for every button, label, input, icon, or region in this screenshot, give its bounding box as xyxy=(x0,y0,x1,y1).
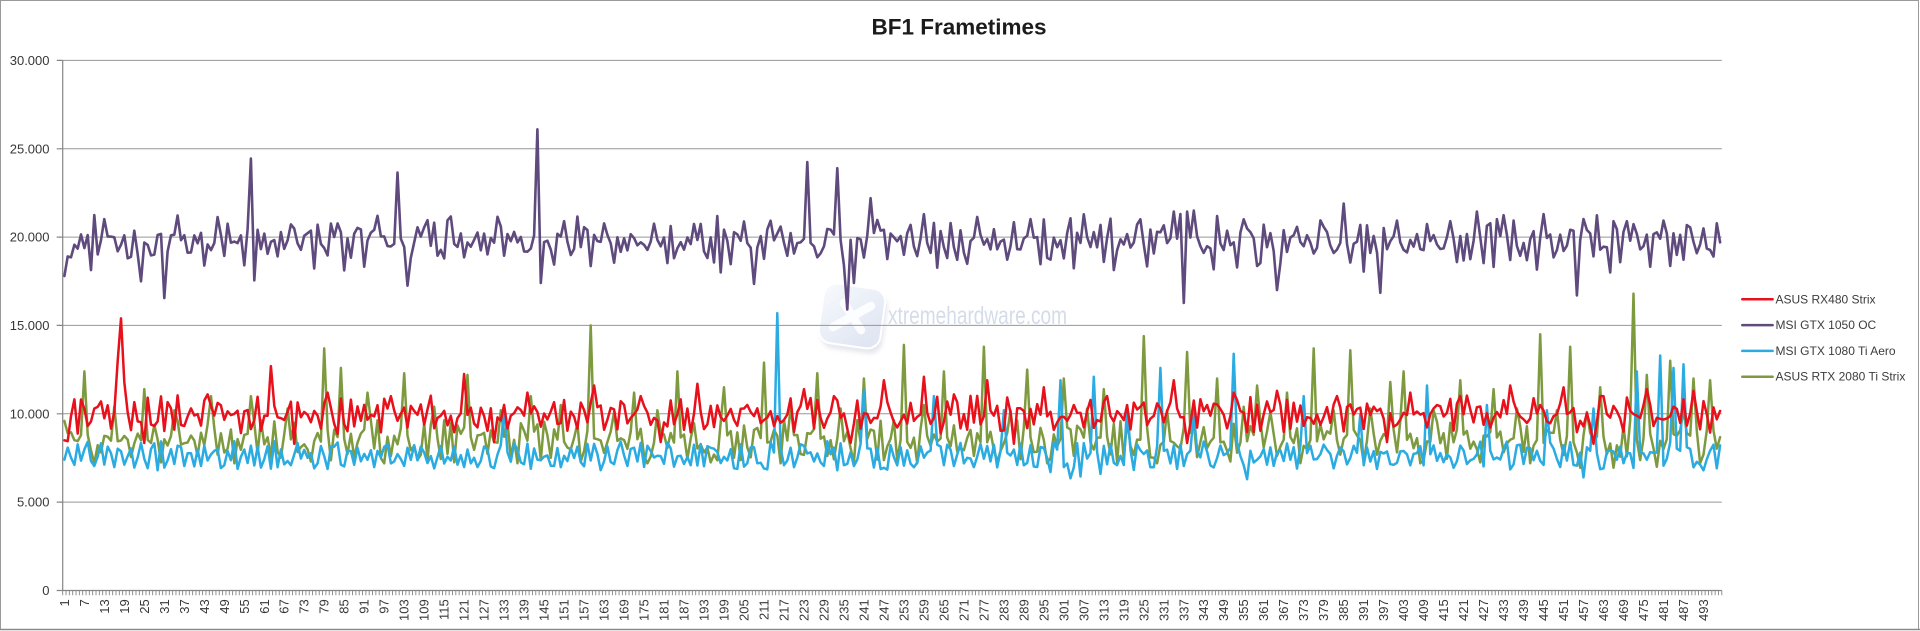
svg-text:343: 343 xyxy=(1196,599,1211,621)
svg-text:271: 271 xyxy=(956,599,971,621)
svg-text:139: 139 xyxy=(517,599,532,621)
svg-text:ASUS RX480 Strix: ASUS RX480 Strix xyxy=(1776,292,1876,306)
svg-text:25.000: 25.000 xyxy=(10,141,50,156)
svg-text:115: 115 xyxy=(437,599,452,620)
svg-text:145: 145 xyxy=(537,599,552,621)
svg-text:331: 331 xyxy=(1156,599,1171,621)
svg-text:30.000: 30.000 xyxy=(10,53,50,68)
svg-text:415: 415 xyxy=(1436,599,1451,621)
svg-text:31: 31 xyxy=(157,599,172,613)
svg-text:15.000: 15.000 xyxy=(10,318,50,333)
svg-text:85: 85 xyxy=(337,599,352,613)
svg-text:439: 439 xyxy=(1516,599,1531,621)
svg-text:247: 247 xyxy=(876,599,891,621)
svg-text:373: 373 xyxy=(1296,599,1311,621)
svg-text:49: 49 xyxy=(217,599,232,613)
svg-text:475: 475 xyxy=(1636,599,1651,621)
svg-text:193: 193 xyxy=(697,599,712,621)
svg-text:25: 25 xyxy=(137,599,152,613)
svg-text:0: 0 xyxy=(42,583,49,598)
svg-text:421: 421 xyxy=(1456,599,1471,621)
svg-text:391: 391 xyxy=(1356,599,1371,621)
svg-text:MSI GTX 1080 Ti Aero: MSI GTX 1080 Ti Aero xyxy=(1776,344,1896,358)
svg-text:103: 103 xyxy=(397,599,412,621)
svg-text:481: 481 xyxy=(1656,599,1671,621)
svg-text:151: 151 xyxy=(557,599,572,621)
svg-text:307: 307 xyxy=(1076,599,1091,621)
svg-text:367: 367 xyxy=(1276,599,1291,621)
svg-text:211: 211 xyxy=(757,599,772,620)
svg-text:361: 361 xyxy=(1256,599,1271,621)
svg-text:10.000: 10.000 xyxy=(10,406,50,421)
svg-text:337: 337 xyxy=(1176,599,1191,621)
svg-text:MSI GTX 1050 OC: MSI GTX 1050 OC xyxy=(1776,318,1877,332)
svg-text:493: 493 xyxy=(1696,599,1711,621)
svg-text:445: 445 xyxy=(1536,599,1551,621)
svg-text:487: 487 xyxy=(1676,599,1691,621)
svg-text:199: 199 xyxy=(717,599,732,621)
svg-text:187: 187 xyxy=(677,599,692,621)
svg-text:283: 283 xyxy=(996,599,1011,621)
svg-text:451: 451 xyxy=(1556,599,1571,621)
svg-text:313: 313 xyxy=(1096,599,1111,621)
svg-text:253: 253 xyxy=(896,599,911,621)
svg-text:289: 289 xyxy=(1016,599,1031,621)
svg-text:259: 259 xyxy=(916,599,931,621)
svg-text:277: 277 xyxy=(976,599,991,621)
svg-text:175: 175 xyxy=(637,599,652,621)
svg-text:55: 55 xyxy=(237,599,252,613)
svg-text:325: 325 xyxy=(1136,599,1151,621)
svg-text:20.000: 20.000 xyxy=(10,230,50,245)
svg-text:ASUS RTX 2080 Ti Strix: ASUS RTX 2080 Ti Strix xyxy=(1776,370,1906,384)
svg-text:157: 157 xyxy=(577,599,592,621)
svg-text:133: 133 xyxy=(497,599,512,621)
svg-text:265: 265 xyxy=(936,599,951,621)
svg-text:127: 127 xyxy=(477,599,492,621)
svg-text:121: 121 xyxy=(457,599,472,621)
svg-text:355: 355 xyxy=(1236,599,1251,621)
svg-text:5.000: 5.000 xyxy=(17,495,50,510)
svg-text:463: 463 xyxy=(1596,599,1611,621)
svg-text:457: 457 xyxy=(1576,599,1591,621)
svg-text:301: 301 xyxy=(1056,599,1071,621)
svg-text:91: 91 xyxy=(357,599,372,613)
svg-text:BF1 Frametimes: BF1 Frametimes xyxy=(871,15,1046,40)
svg-text:241: 241 xyxy=(856,599,871,621)
svg-text:43: 43 xyxy=(197,599,212,613)
svg-text:433: 433 xyxy=(1496,599,1511,621)
svg-text:181: 181 xyxy=(657,599,672,621)
svg-text:385: 385 xyxy=(1336,599,1351,621)
svg-text:61: 61 xyxy=(257,599,272,613)
svg-text:217: 217 xyxy=(777,599,792,621)
svg-text:379: 379 xyxy=(1316,599,1331,621)
svg-text:79: 79 xyxy=(317,599,332,613)
svg-text:349: 349 xyxy=(1216,599,1231,621)
svg-text:235: 235 xyxy=(836,599,851,621)
svg-text:469: 469 xyxy=(1616,599,1631,621)
svg-text:7: 7 xyxy=(77,599,92,606)
svg-text:19: 19 xyxy=(117,599,132,613)
svg-text:37: 37 xyxy=(177,599,192,613)
svg-text:403: 403 xyxy=(1396,599,1411,621)
svg-text:319: 319 xyxy=(1116,599,1131,621)
svg-text:229: 229 xyxy=(817,599,832,621)
svg-text:409: 409 xyxy=(1416,599,1431,621)
svg-text:109: 109 xyxy=(417,599,432,621)
svg-text:13: 13 xyxy=(97,599,112,613)
svg-text:205: 205 xyxy=(737,599,752,621)
svg-text:1: 1 xyxy=(57,599,72,606)
svg-text:427: 427 xyxy=(1476,599,1491,621)
svg-text:397: 397 xyxy=(1376,599,1391,621)
svg-text:97: 97 xyxy=(377,599,392,613)
svg-text:73: 73 xyxy=(297,599,312,613)
svg-text:163: 163 xyxy=(597,599,612,621)
svg-text:295: 295 xyxy=(1036,599,1051,621)
svg-text:67: 67 xyxy=(277,599,292,613)
svg-text:223: 223 xyxy=(797,599,812,621)
svg-text:169: 169 xyxy=(617,599,632,621)
